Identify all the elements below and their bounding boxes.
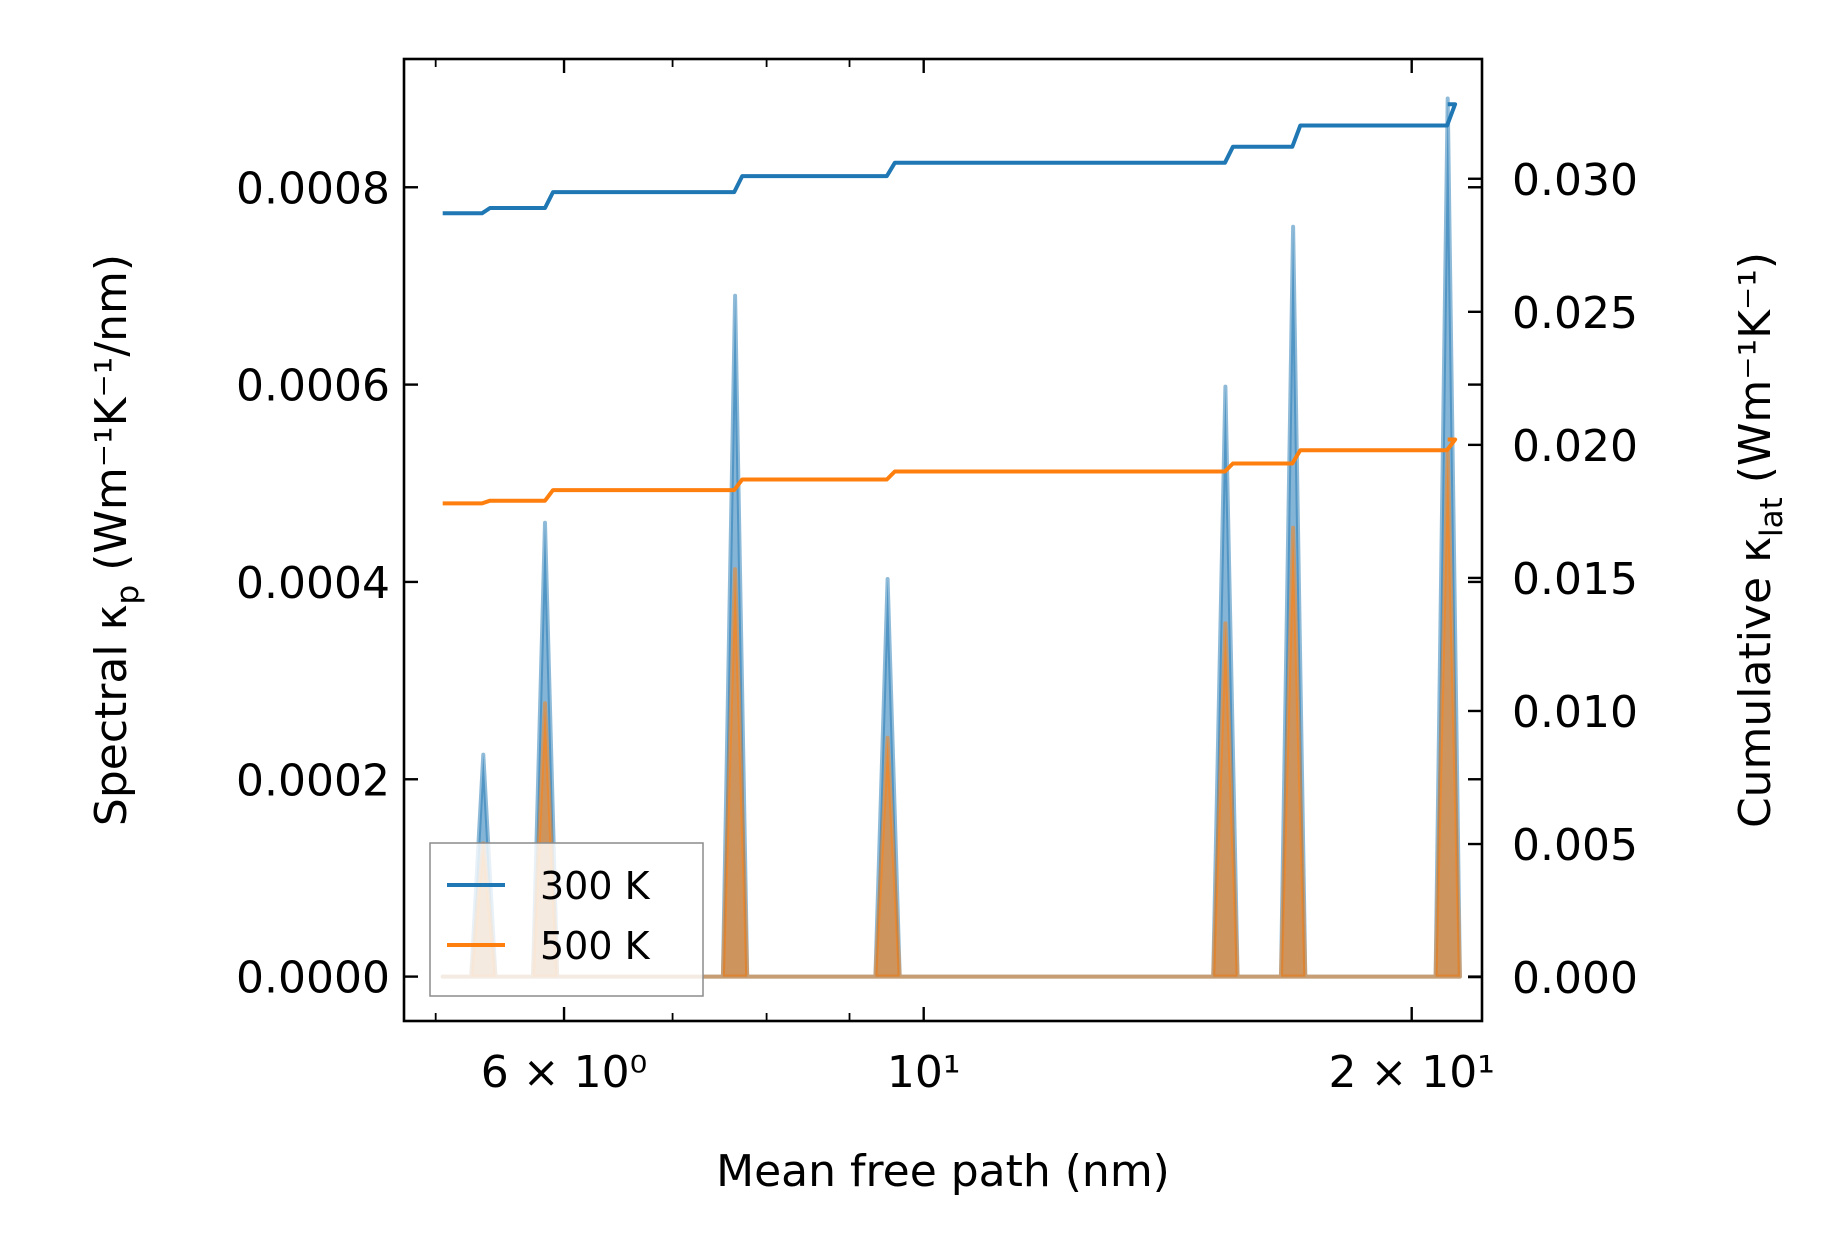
- y-axis-title-units: (Wm⁻¹K⁻¹/nm): [86, 254, 137, 571]
- y-tick-label: 0.0002: [236, 755, 390, 806]
- cumulative-line-500k: [442, 437, 1458, 506]
- y2-axis-title-subscript: lat: [1754, 497, 1790, 537]
- y2-axis-title-main: Cumulative κ: [1730, 537, 1781, 828]
- y-tick-label: 0.0008: [236, 163, 390, 214]
- y2-tick-label: 0.020: [1512, 421, 1638, 472]
- cumulative-line-300k: [442, 102, 1458, 216]
- legend-label-300k: 300 K: [540, 864, 651, 908]
- y2-axis-title: Cumulative κlat (Wm⁻¹K⁻¹): [1730, 252, 1790, 828]
- x-tick-label: 10¹: [887, 1047, 961, 1098]
- plot-frame: [402, 57, 1484, 1023]
- x-tick-label: 6 × 10⁰: [481, 1047, 647, 1098]
- x-tick-label: 2 × 10¹: [1328, 1047, 1494, 1098]
- legend-label-500k: 500 K: [540, 924, 651, 968]
- y-tick-label: 0.0006: [236, 361, 390, 412]
- x-axis-title-text: Mean free path (nm): [716, 1146, 1170, 1197]
- y2-tick-label: 0.025: [1512, 288, 1638, 339]
- y-tick-label: 0.0000: [236, 953, 390, 1004]
- y2-tick-label: 0.000: [1512, 953, 1638, 1004]
- legend-box: [429, 842, 704, 997]
- y-tick-label: 0.0004: [236, 558, 390, 609]
- y-axis-title: Spectral κp (Wm⁻¹K⁻¹/nm): [86, 254, 146, 826]
- ticks-layer: 0.0000 0.0002 0.0004 0.0006 0.0008 0.000 0.005…: [236, 59, 1638, 1098]
- y2-axis-title-units: (Wm⁻¹K⁻¹): [1730, 252, 1781, 483]
- y2-tick-label: 0.015: [1512, 554, 1638, 605]
- legend: 300 K 500 K: [429, 842, 704, 997]
- y-axis-title-subscript: p: [110, 585, 146, 605]
- y2-tick-label: 0.030: [1512, 155, 1638, 206]
- y2-tick-label: 0.010: [1512, 687, 1638, 738]
- y2-tick-label: 0.005: [1512, 820, 1638, 871]
- y-axis-title-main: Spectral κ: [86, 604, 137, 826]
- x-axis-title: Mean free path (nm): [716, 1146, 1170, 1197]
